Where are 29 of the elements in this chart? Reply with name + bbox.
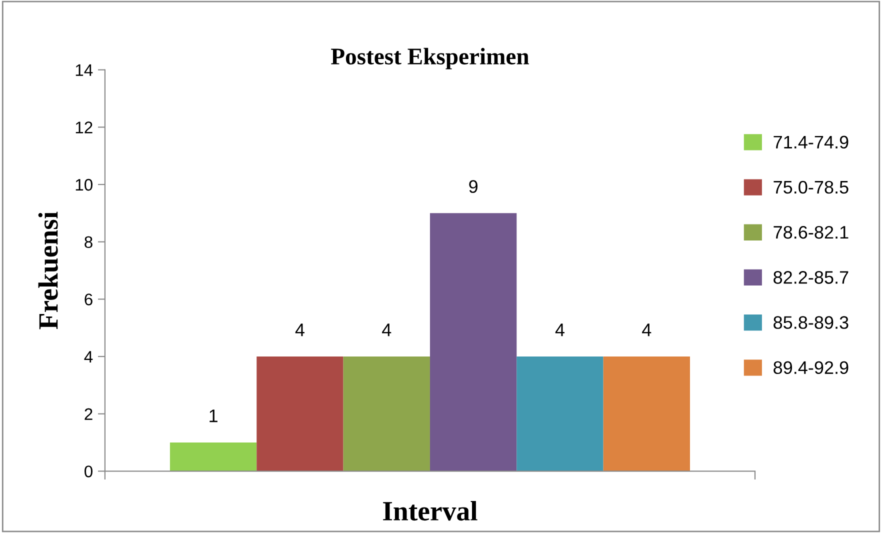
bar	[516, 356, 604, 472]
y-tick-label: 10	[76, 178, 92, 191]
legend-label: 89.4-92.9	[774, 361, 848, 374]
data-label: 4	[642, 324, 652, 336]
y-tick-label: 4	[84, 351, 93, 363]
data-label: 4	[555, 324, 564, 336]
chart-title: Postest Eksperimen	[331, 48, 529, 70]
bar	[170, 442, 257, 472]
y-axis-title: Frekuensi	[38, 212, 58, 330]
bar	[430, 213, 517, 472]
legend-label: 82.2-85.7	[774, 271, 848, 284]
data-label: 9	[469, 180, 478, 193]
y-tick-label: 14	[76, 64, 93, 76]
bar	[256, 356, 344, 472]
y-tick-label: 12	[76, 122, 92, 134]
bar	[603, 356, 690, 472]
y-tick-label: 0	[84, 466, 92, 478]
y-tick-label: 2	[84, 408, 92, 420]
y-tick-label: 8	[84, 236, 92, 248]
data-label: 4	[382, 324, 392, 336]
legend-label: 71.4-74.9	[774, 136, 848, 149]
legend-label: 75.0-78.5	[774, 180, 848, 194]
y-tick-label: 6	[84, 294, 92, 306]
bar	[343, 356, 430, 472]
x-axis-title: Interval	[383, 501, 478, 521]
legend-label: 78.6-82.1	[774, 226, 848, 239]
legend-label: 85.8-89.3	[774, 316, 848, 329]
data-label: 1	[210, 410, 218, 422]
data-label: 4	[295, 324, 304, 336]
